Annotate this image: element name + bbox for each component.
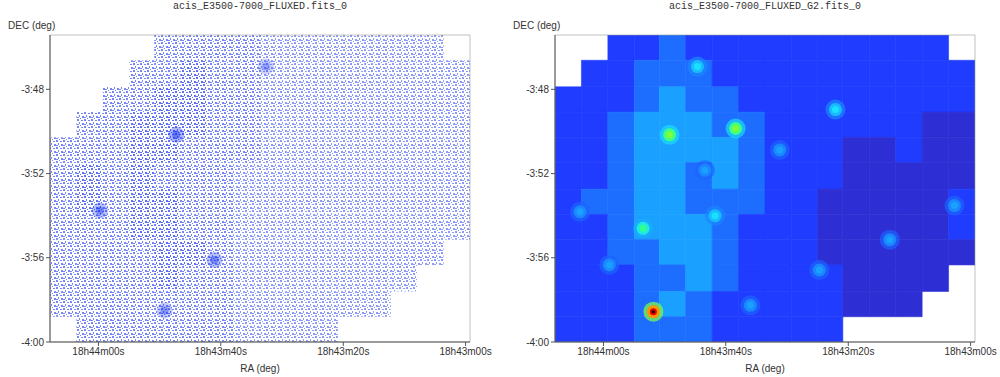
- html-text:acis_E3500-7000_FLUXED.fits_0: acis_E3500-7000_FLUXED.fits_0: [173, 1, 347, 12]
- svg-text:-3:52: -3:52: [21, 168, 44, 179]
- svg-text:-3:56: -3:56: [21, 252, 44, 263]
- html-text:acis_E3500-7000_FLUXED_G2.fits: acis_E3500-7000_FLUXED_G2.fits_0: [669, 1, 861, 12]
- svg-text:18h44m00s: 18h44m00s: [72, 346, 124, 357]
- svg-text:18h43m00s: 18h43m00s: [944, 346, 996, 357]
- svg-text:-4:00: -4:00: [21, 337, 44, 348]
- svg-text:18h44m00s: 18h44m00s: [577, 346, 629, 357]
- svg-text:18h43m20s: 18h43m20s: [317, 346, 369, 357]
- svg-text:18h43m00s: 18h43m00s: [439, 346, 491, 357]
- html-text:RA (deg): RA (deg): [240, 363, 280, 374]
- svg-text:-3:56: -3:56: [526, 252, 549, 263]
- svg-text:18h43m40s: 18h43m40s: [195, 346, 247, 357]
- svg-text:18h43m20s: 18h43m20s: [822, 346, 874, 357]
- html-text:RA (deg): RA (deg): [745, 363, 785, 374]
- html-text:DEC (deg): DEC (deg): [513, 20, 561, 31]
- svg-text:-3:52: -3:52: [526, 168, 549, 179]
- svg-text:-3:48: -3:48: [21, 84, 44, 95]
- svg-text:-4:00: -4:00: [526, 337, 549, 348]
- html-text:DEC (deg): DEC (deg): [8, 20, 56, 31]
- svg-text:18h43m40s: 18h43m40s: [700, 346, 752, 357]
- svg-text:-3:48: -3:48: [526, 84, 549, 95]
